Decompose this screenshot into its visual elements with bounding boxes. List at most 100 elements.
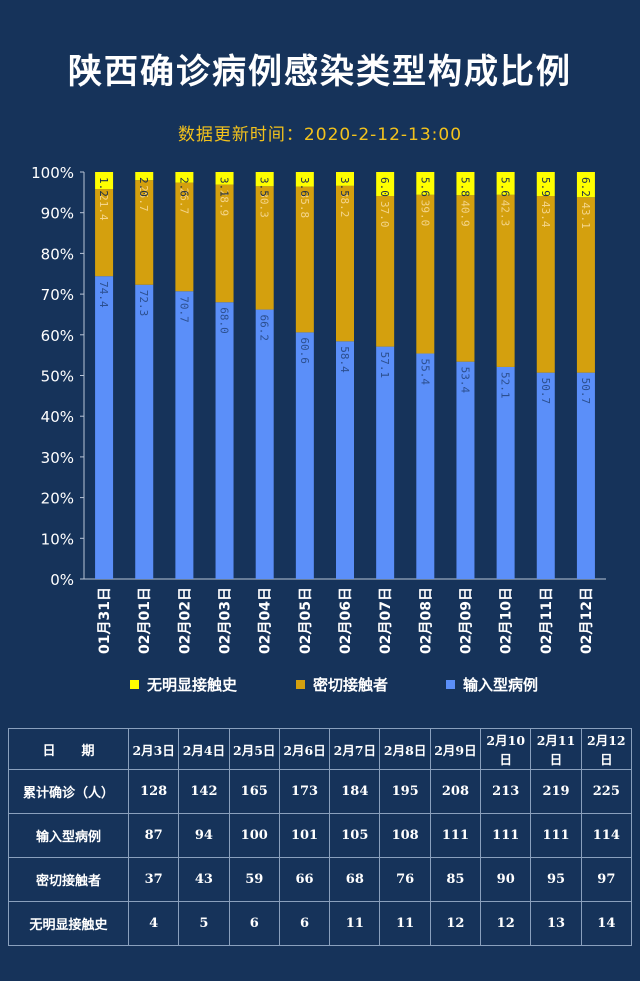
data-label-imported: 52.1: [499, 372, 512, 398]
y-tick-label: 90%: [41, 205, 74, 223]
x-tick-label: 02月12日: [579, 587, 595, 654]
bar-segment-close-contact: [95, 189, 114, 277]
data-label-close-contact: 28.9: [218, 190, 231, 217]
y-tick-label: 10%: [41, 530, 74, 548]
table-row: 密切接触者 37 43 59 66 68 76 85 90 95 97: [8, 857, 633, 902]
y-tick-label: 30%: [41, 449, 74, 467]
bar-segment-no-contact: [175, 172, 194, 183]
table-header-cell: 2月11日: [530, 728, 582, 770]
bar-segment-close-contact: [376, 196, 395, 347]
y-tick-label: 40%: [41, 408, 74, 426]
table-cell: 76: [379, 857, 431, 902]
data-label-close-contact: 43.4: [539, 201, 552, 228]
table-row-label: 无明显接触史: [8, 901, 129, 946]
data-label-close-contact: 42.3: [499, 200, 512, 226]
table-cell: 165: [228, 769, 280, 814]
x-tick-label: 02月03日: [218, 587, 234, 654]
y-tick-label: 70%: [41, 286, 74, 304]
data-label-no-contact: 3.5: [258, 177, 271, 197]
data-label-imported: 58.4: [338, 346, 351, 373]
bar-segment-close-contact: [496, 194, 515, 367]
data-label-imported: 66.2: [258, 315, 271, 342]
bar-segment-close-contact: [576, 197, 595, 373]
table-cell: 85: [429, 857, 482, 902]
bar-segment-imported: [496, 366, 515, 579]
x-tick-label: 02月11日: [539, 587, 555, 654]
data-label-no-contact: 5.6: [418, 177, 431, 197]
bar-segment-no-contact: [295, 172, 314, 187]
data-label-close-contact: 21.4: [97, 194, 110, 221]
table-cell: 225: [580, 769, 633, 814]
data-label-imported: 72.3: [137, 290, 150, 317]
data-label-no-contact: 2.0: [137, 177, 150, 197]
table-cell: 11: [329, 901, 381, 946]
data-label-close-contact: 43.1: [579, 202, 592, 229]
table-header-cell: 2月9日: [429, 728, 482, 770]
y-tick-label: 20%: [41, 490, 74, 508]
table-row-label: 累计确诊（人）: [8, 769, 129, 814]
table-cell: 219: [530, 769, 582, 814]
stacked-bar-chart: 0% 10% 20% 30% 40% 50% 60% 70% 80% 90% 100% 74.4 21.…: [31, 164, 606, 654]
data-label-close-contact: 40.9: [458, 200, 471, 227]
table-cell: 128: [127, 769, 180, 814]
x-tick-label: 02月08日: [418, 587, 434, 654]
table-header-cell: 2月8日: [379, 728, 431, 770]
table-row: 输入型病例 87 94 100 101 105 108 111 111 111 114: [8, 813, 633, 858]
table-cell: 11: [379, 901, 431, 946]
data-label-imported: 60.6: [298, 337, 311, 364]
legend-label-no-contact: 无明显接触史: [147, 676, 238, 694]
data-label-close-contact: 26.7: [177, 188, 190, 215]
data-label-close-contact: 35.8: [298, 192, 311, 219]
data-label-imported: 68.0: [218, 307, 231, 334]
table-cell: 173: [278, 769, 331, 814]
data-label-no-contact: 5.6: [499, 177, 512, 197]
data-label-close-contact: 37.0: [378, 201, 391, 228]
data-label-no-contact: 3.6: [298, 177, 311, 197]
data-label-no-contact: 5.8: [458, 177, 471, 197]
bar-segment-close-contact: [536, 196, 555, 373]
table-row-label: 密切接触者: [8, 857, 129, 902]
bar-segment-imported: [456, 361, 475, 579]
legend-swatch-imported: [446, 680, 455, 689]
table-header-cell: 2月3日: [127, 728, 180, 770]
data-label-no-contact: 6.2: [579, 177, 592, 197]
data-label-close-contact: 25.7: [137, 185, 150, 212]
bar-segment-imported: [376, 346, 395, 579]
table-cell: 142: [178, 769, 230, 814]
table-cell: 59: [228, 857, 280, 902]
table-cell: 66: [278, 857, 331, 902]
table-cell: 13: [530, 901, 582, 946]
table-cell: 6: [278, 901, 331, 946]
x-tick-label: 02月04日: [258, 587, 274, 654]
table-cell: 68: [329, 857, 381, 902]
x-tick-label: 02月09日: [458, 587, 474, 654]
legend-item-imported: 输入型病例: [446, 674, 538, 695]
bar-segment-no-contact: [416, 172, 435, 195]
table-row: 无明显接触史 4 5 6 6 11 11 12 12 13 14: [8, 901, 633, 946]
update-time: 数据更新时间：2020-2-12-13:00: [177, 125, 463, 145]
bar-segment-close-contact: [416, 194, 435, 354]
data-label-no-contact: 3.1: [218, 177, 231, 197]
table-cell: 111: [480, 813, 532, 858]
table-row-label: 输入型病例: [8, 813, 129, 858]
bar-segment-imported: [336, 341, 354, 579]
table-cell: 105: [329, 813, 381, 858]
y-tick-label: 0%: [50, 571, 74, 589]
table-cell: 111: [530, 813, 582, 858]
data-label-no-contact: 6.0: [378, 177, 391, 197]
table-cell: 213: [480, 769, 532, 814]
table-cell: 90: [480, 857, 532, 902]
table-cell: 195: [379, 769, 431, 814]
table-header-cell: 2月6日: [278, 728, 331, 770]
y-tick-label: 60%: [41, 327, 74, 345]
bar-segment-imported: [95, 276, 114, 579]
legend-swatch-close-contact: [296, 680, 305, 689]
table-cell: 37: [127, 857, 180, 902]
bar-segment-close-contact: [135, 180, 154, 285]
data-label-no-contact: 2.6: [177, 177, 190, 197]
bar-segment-no-contact: [95, 172, 114, 190]
y-tick-label: 100%: [31, 164, 74, 182]
table-cell: 100: [228, 813, 280, 858]
legend-item-close-contact: 密切接触者: [296, 674, 388, 695]
table-cell: 208: [429, 769, 482, 814]
